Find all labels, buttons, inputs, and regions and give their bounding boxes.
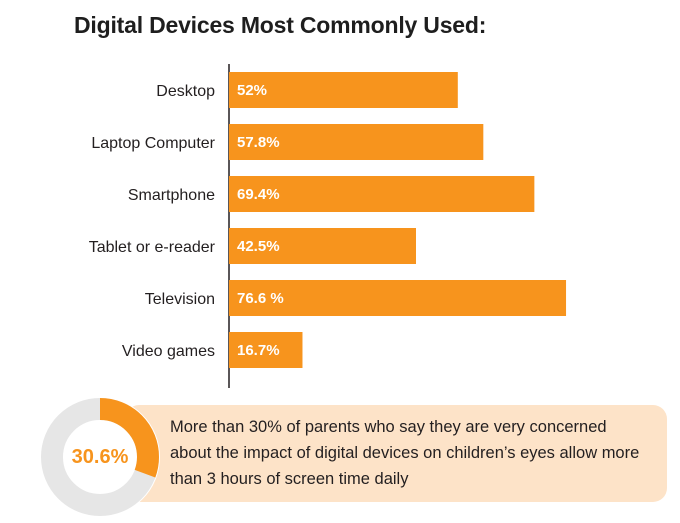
value-label: 76.6 % <box>237 290 284 307</box>
category-label: Laptop Computer <box>91 135 215 152</box>
bar-video-games <box>229 332 303 368</box>
category-label: Television <box>145 291 215 308</box>
bar-smartphone <box>229 176 535 212</box>
value-label: 16.7% <box>237 342 280 359</box>
value-label: 52% <box>237 82 267 99</box>
value-label: 42.5% <box>237 238 280 255</box>
donut-percent-label: 30.6% <box>71 445 129 468</box>
value-label: 57.8% <box>237 134 280 151</box>
chart-title: Digital Devices Most Commonly Used: <box>74 12 487 38</box>
donut-arc <box>41 398 159 516</box>
bar-tablet-or-e-reader <box>229 228 416 264</box>
category-label: Tablet or e-reader <box>89 239 216 256</box>
percent-donut <box>40 397 160 517</box>
callout-text: More than 30% of parents who say they ar… <box>170 418 640 488</box>
bar-laptop-computer <box>229 124 484 160</box>
category-label: Desktop <box>156 83 215 100</box>
category-label: Smartphone <box>128 187 215 204</box>
bar-television <box>229 280 567 316</box>
callout-box <box>125 405 667 502</box>
bar-chart: Desktop 52% Laptop Computer 57.8% Smartphone… <box>89 64 567 388</box>
value-label: 69.4% <box>237 186 280 203</box>
category-label: Video games <box>122 343 215 360</box>
bar-desktop <box>229 72 458 108</box>
